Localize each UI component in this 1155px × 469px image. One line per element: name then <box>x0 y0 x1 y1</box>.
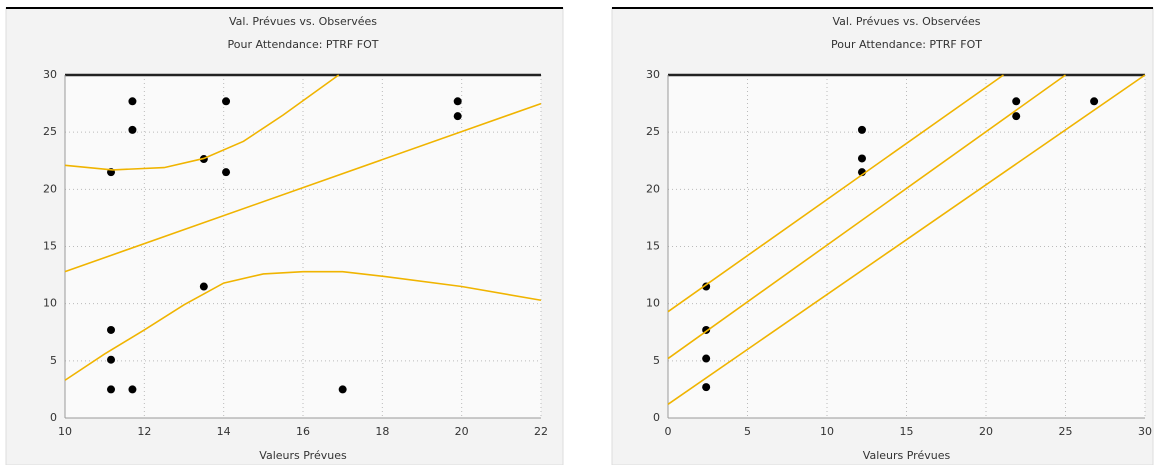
data-point <box>1012 112 1021 121</box>
x-tick-label: 18 <box>375 425 389 438</box>
data-point <box>702 282 711 291</box>
y-tick-label: 20 <box>646 182 660 195</box>
fit-line <box>64 102 542 273</box>
fit-line <box>667 74 1146 405</box>
data-point <box>128 97 137 106</box>
fit-line <box>64 270 542 381</box>
data-point <box>107 325 116 334</box>
chart-subtitle: Pour Attendance: PTRF FOT <box>831 38 982 51</box>
x-axis-label: Valeurs Prévues <box>863 449 951 462</box>
y-tick-label: 15 <box>43 240 57 253</box>
chart-subtitle: Pour Attendance: PTRF FOT <box>228 38 379 51</box>
fit-line <box>667 74 1066 360</box>
x-tick-label: 15 <box>900 425 914 438</box>
y-tick-label: 15 <box>646 240 660 253</box>
x-tick-label: 0 <box>665 425 672 438</box>
fit-line <box>667 74 1004 313</box>
data-point <box>453 97 462 106</box>
x-tick-label: 25 <box>1059 425 1073 438</box>
x-tick-label: 5 <box>744 425 751 438</box>
data-point <box>1090 97 1099 106</box>
y-tick-label: 25 <box>646 125 660 138</box>
data-point <box>857 154 866 163</box>
data-point <box>222 168 231 177</box>
data-point <box>702 383 711 392</box>
data-point <box>453 112 462 121</box>
y-tick-label: 0 <box>50 411 57 424</box>
fit-line <box>64 74 340 171</box>
chart-title: Val. Prévues vs. Observées <box>229 15 377 28</box>
data-point <box>128 385 137 394</box>
y-tick-label: 5 <box>653 354 660 367</box>
x-tick-label: 12 <box>137 425 151 438</box>
data-point <box>338 385 347 394</box>
x-tick-label: 14 <box>217 425 231 438</box>
y-tick-label: 30 <box>43 68 57 81</box>
x-axis-label: Valeurs Prévues <box>259 449 347 462</box>
data-point <box>1012 97 1021 106</box>
data-point <box>107 385 116 394</box>
x-tick-label: 20 <box>455 425 469 438</box>
data-point <box>857 125 866 134</box>
y-tick-label: 10 <box>43 297 57 310</box>
y-tick-label: 10 <box>646 297 660 310</box>
data-point <box>128 125 137 134</box>
y-tick-label: 0 <box>653 411 660 424</box>
x-tick-label: 20 <box>979 425 993 438</box>
chart-title: Val. Prévues vs. Observées <box>832 15 980 28</box>
plot-area <box>668 75 1145 418</box>
data-point <box>702 354 711 363</box>
y-tick-label: 25 <box>43 125 57 138</box>
data-point <box>107 355 116 364</box>
x-tick-label: 16 <box>296 425 310 438</box>
y-tick-label: 5 <box>50 354 57 367</box>
x-tick-label: 10 <box>820 425 834 438</box>
data-point <box>222 97 231 106</box>
data-point <box>199 282 208 291</box>
x-tick-label: 30 <box>1138 425 1152 438</box>
x-tick-label: 10 <box>58 425 72 438</box>
x-tick-label: 22 <box>534 425 548 438</box>
y-tick-label: 30 <box>646 68 660 81</box>
y-tick-label: 20 <box>43 182 57 195</box>
